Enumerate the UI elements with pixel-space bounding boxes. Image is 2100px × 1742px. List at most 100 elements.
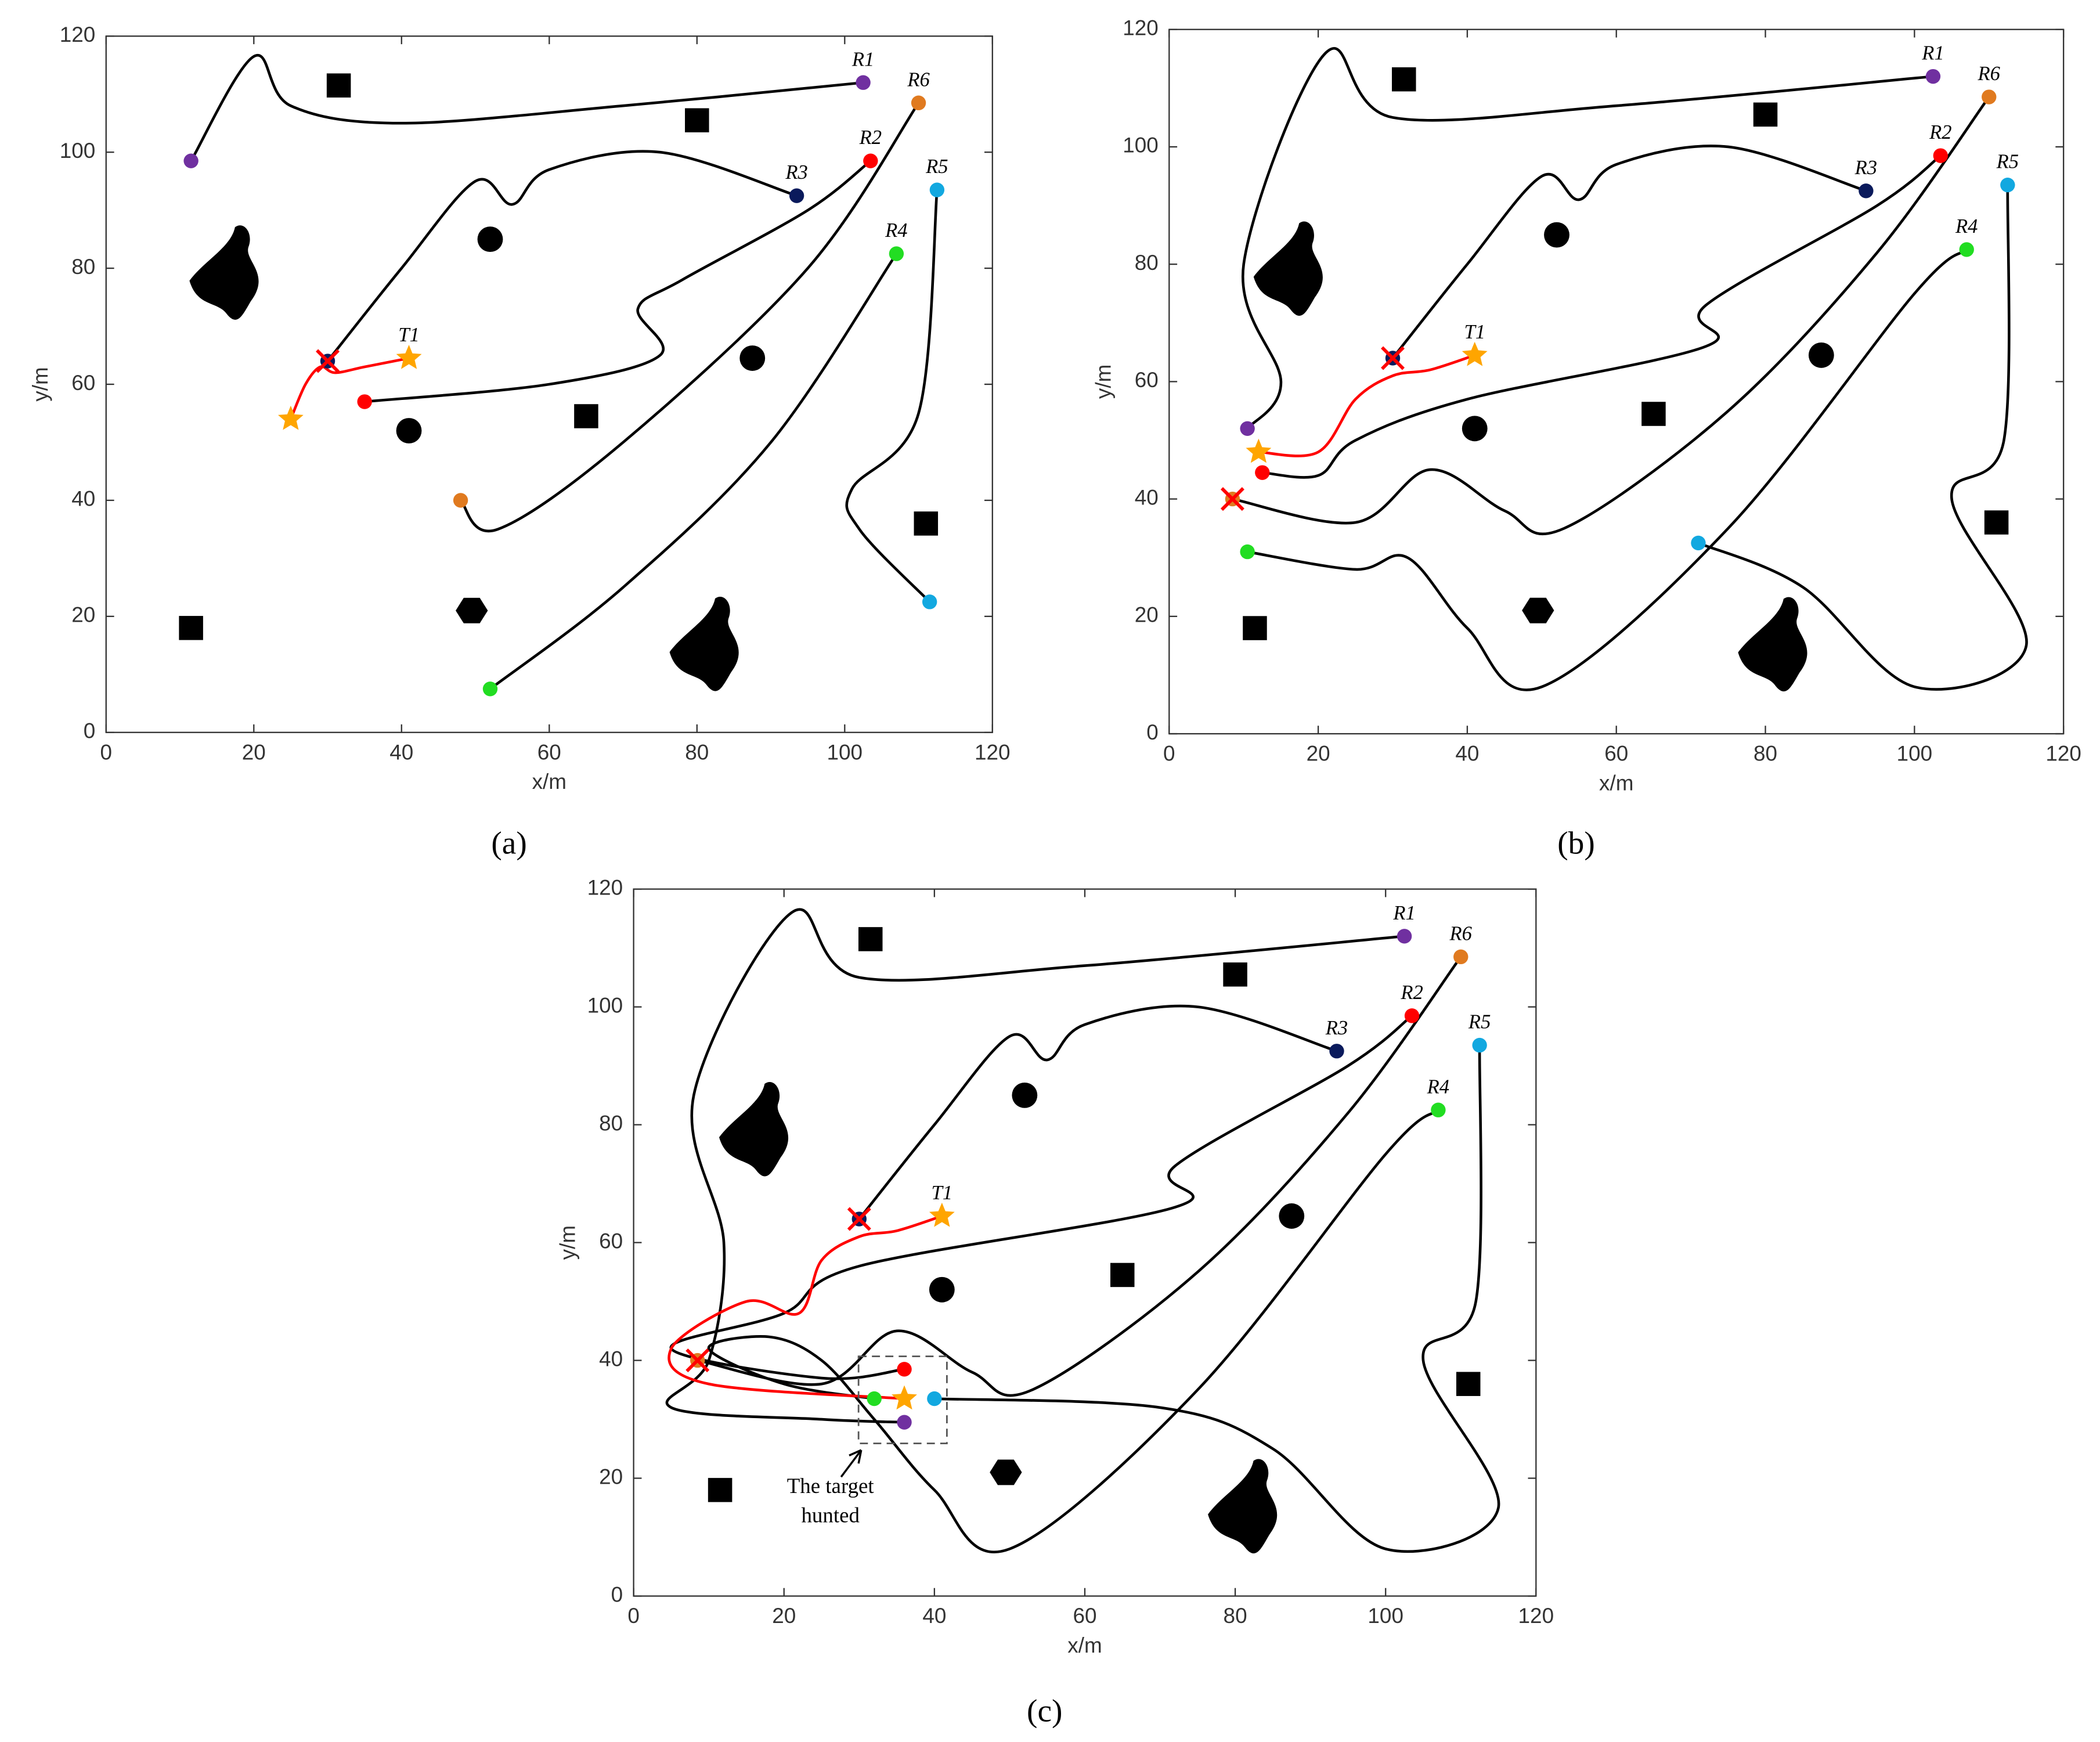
trajectory bbox=[459, 102, 920, 532]
obstacle-square bbox=[1110, 1263, 1135, 1287]
x-tick-label: 100 bbox=[827, 740, 863, 764]
robot-marker bbox=[1255, 465, 1270, 480]
x-tick-label: 40 bbox=[1455, 742, 1479, 766]
caption: (a) bbox=[491, 825, 526, 861]
robot-marker bbox=[1472, 1037, 1487, 1053]
target-marker bbox=[892, 1385, 917, 1410]
y-tick-label: 0 bbox=[1146, 720, 1159, 744]
y-axis-label: y/m bbox=[1091, 365, 1115, 399]
y-tick-label: 120 bbox=[1123, 16, 1159, 39]
y-axis-label: y/m bbox=[556, 1225, 580, 1260]
y-tick-label: 120 bbox=[587, 875, 623, 899]
trajectory bbox=[1241, 47, 1933, 430]
obstacle-square bbox=[1243, 616, 1267, 640]
y-tick-label: 40 bbox=[71, 487, 95, 511]
obstacle-blob bbox=[189, 225, 259, 320]
obstacle-circle bbox=[1462, 416, 1488, 442]
robot-marker bbox=[922, 594, 937, 609]
robot-marker bbox=[2000, 178, 2015, 193]
obstacle-circle bbox=[1544, 222, 1569, 248]
x-tick-label: 100 bbox=[1897, 742, 1933, 766]
x-tick-label: 40 bbox=[389, 740, 413, 764]
x-tick-label: 40 bbox=[922, 1604, 946, 1628]
y-tick-label: 40 bbox=[599, 1347, 623, 1370]
obstacle-square bbox=[1223, 962, 1247, 987]
obstacle-blob bbox=[1253, 221, 1323, 316]
robot-marker bbox=[183, 153, 199, 168]
x-tick-label: 60 bbox=[1073, 1604, 1096, 1628]
plot-frame bbox=[1168, 28, 2065, 735]
y-tick-label: 20 bbox=[599, 1465, 623, 1488]
trajectory bbox=[845, 189, 939, 603]
obstacle-hexagon bbox=[990, 1459, 1022, 1485]
x-tick-label: 20 bbox=[242, 740, 266, 764]
trajectory bbox=[489, 253, 898, 690]
robot-label: T1 bbox=[1464, 321, 1485, 343]
trajectory bbox=[934, 1045, 1500, 1553]
obstacle-blob bbox=[719, 1081, 789, 1177]
x-tick-label: 120 bbox=[1518, 1604, 1554, 1628]
robot-label: R1 bbox=[1392, 902, 1415, 924]
obstacle-blob bbox=[1738, 597, 1807, 692]
panel: 0 20 40 60 80 100 120 0 20 40 60 80 100 120 x/m y/m (a) R… bbox=[28, 23, 1011, 860]
capture-mark bbox=[847, 1207, 871, 1231]
trajectory bbox=[1262, 154, 1942, 479]
obstacle-square bbox=[1456, 1372, 1481, 1396]
obstacle-circle bbox=[929, 1276, 955, 1303]
trajectory bbox=[289, 356, 409, 420]
robot-marker bbox=[482, 681, 498, 697]
y-tick-label: 80 bbox=[71, 255, 95, 279]
y-tick-label: 100 bbox=[60, 139, 96, 163]
obstacle-square bbox=[685, 108, 709, 132]
robot-label: R2 bbox=[859, 127, 882, 149]
capture-mark bbox=[316, 349, 340, 373]
trajectory bbox=[697, 956, 1462, 1397]
plot-frame bbox=[633, 888, 1537, 1597]
y-tick-label: 40 bbox=[1135, 485, 1159, 509]
target-marker bbox=[1246, 438, 1272, 463]
y-axis-label: y/m bbox=[28, 367, 52, 401]
obstacle-square bbox=[858, 927, 883, 951]
x-tick-label: 80 bbox=[1753, 742, 1777, 766]
robot-label: R4 bbox=[885, 219, 907, 241]
robot-label: T1 bbox=[932, 1182, 953, 1204]
y-tick-label: 80 bbox=[1135, 251, 1159, 275]
target-marker bbox=[396, 344, 422, 369]
obstacle-hexagon bbox=[1522, 597, 1554, 623]
y-tick-label: 100 bbox=[1123, 134, 1159, 157]
annotation: The target hunted bbox=[786, 1475, 874, 1528]
trajectory bbox=[665, 908, 1405, 1424]
robot-marker bbox=[1453, 949, 1468, 965]
trajectory bbox=[364, 160, 872, 403]
caption: (b) bbox=[1557, 825, 1595, 861]
robot-marker bbox=[1982, 89, 1997, 104]
x-tick-label: 0 bbox=[100, 740, 113, 764]
y-tick-label: 60 bbox=[1135, 368, 1159, 392]
x-axis-label: x/m bbox=[532, 770, 567, 794]
robot-label: R5 bbox=[1468, 1011, 1491, 1033]
obstacle-circle bbox=[1012, 1082, 1038, 1108]
y-tick-label: 120 bbox=[60, 23, 96, 46]
obstacle-square bbox=[179, 616, 203, 640]
panel: 0 20 40 60 80 100 120 0 20 40 60 80 100 120 x/m y/m (c) R… bbox=[556, 875, 1554, 1728]
robot-marker bbox=[789, 188, 804, 203]
robot-marker bbox=[929, 182, 945, 197]
trajectory bbox=[669, 1015, 1413, 1380]
trajectory bbox=[858, 1004, 1337, 1220]
robot-label: R1 bbox=[851, 48, 874, 70]
trajectory bbox=[326, 150, 798, 362]
x-tick-label: 0 bbox=[627, 1604, 640, 1628]
obstacle-circle bbox=[1279, 1203, 1305, 1229]
y-tick-label: 80 bbox=[599, 1111, 623, 1135]
robot-marker bbox=[1859, 183, 1874, 199]
obstacle-square bbox=[1392, 67, 1416, 92]
x-tick-label: 20 bbox=[1307, 742, 1330, 766]
obstacle-square bbox=[574, 404, 598, 428]
panel: 0 20 40 60 80 100 120 0 20 40 60 80 100 120 x/m y/m (b) R… bbox=[1091, 16, 2081, 860]
robot-marker bbox=[1240, 544, 1255, 560]
target-marker bbox=[1462, 341, 1488, 366]
obstacle-square bbox=[1984, 510, 2009, 535]
robot-marker bbox=[1691, 535, 1706, 551]
target-marker bbox=[277, 405, 304, 430]
